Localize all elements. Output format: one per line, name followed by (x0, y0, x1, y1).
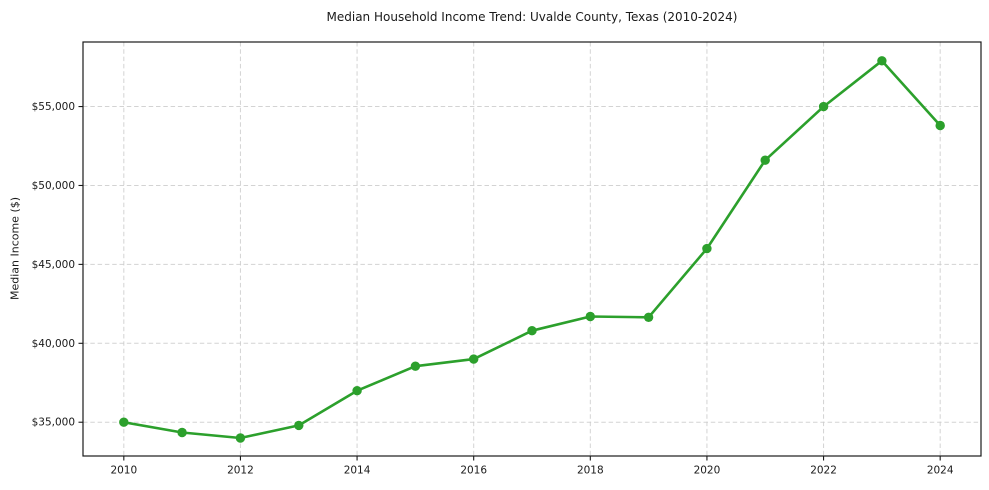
x-tick-label: 2022 (810, 465, 837, 477)
trend-line (122, 59, 942, 440)
data-point-marker (177, 427, 187, 438)
data-point-marker (235, 433, 246, 443)
x-tick-label: 2010 (110, 465, 137, 477)
y-tick-label: $45,000 (32, 259, 75, 271)
data-point-marker (818, 101, 829, 112)
y-tick-label: $35,000 (32, 417, 75, 429)
x-tick-label: 2018 (577, 465, 604, 477)
data-point-marker (119, 417, 129, 427)
y-tick-label: $50,000 (32, 180, 75, 192)
data-point-marker (702, 243, 712, 254)
plot-border (82, 41, 982, 457)
data-point-marker (585, 311, 595, 322)
data-point-marker (294, 420, 304, 431)
chart-title: Median Household Income Trend: Uvalde Co… (326, 10, 738, 24)
x-tick-label: 2024 (927, 465, 954, 477)
x-tick-label: 2020 (694, 465, 721, 477)
x-tick-label: 2014 (344, 465, 371, 477)
data-point-marker (877, 56, 887, 66)
data-point-marker (935, 120, 945, 131)
data-point-marker (643, 312, 654, 322)
x-tick-label: 2012 (227, 465, 254, 477)
data-point-marker (352, 386, 362, 396)
data-point-marker (760, 155, 770, 165)
data-point-marker (410, 361, 421, 371)
y-tick-label: $55,000 (32, 101, 75, 113)
x-tick-label: 2016 (460, 465, 487, 477)
y-tick-label: $40,000 (32, 338, 75, 350)
data-point-marker (469, 354, 479, 364)
data-point-marker (527, 326, 537, 336)
